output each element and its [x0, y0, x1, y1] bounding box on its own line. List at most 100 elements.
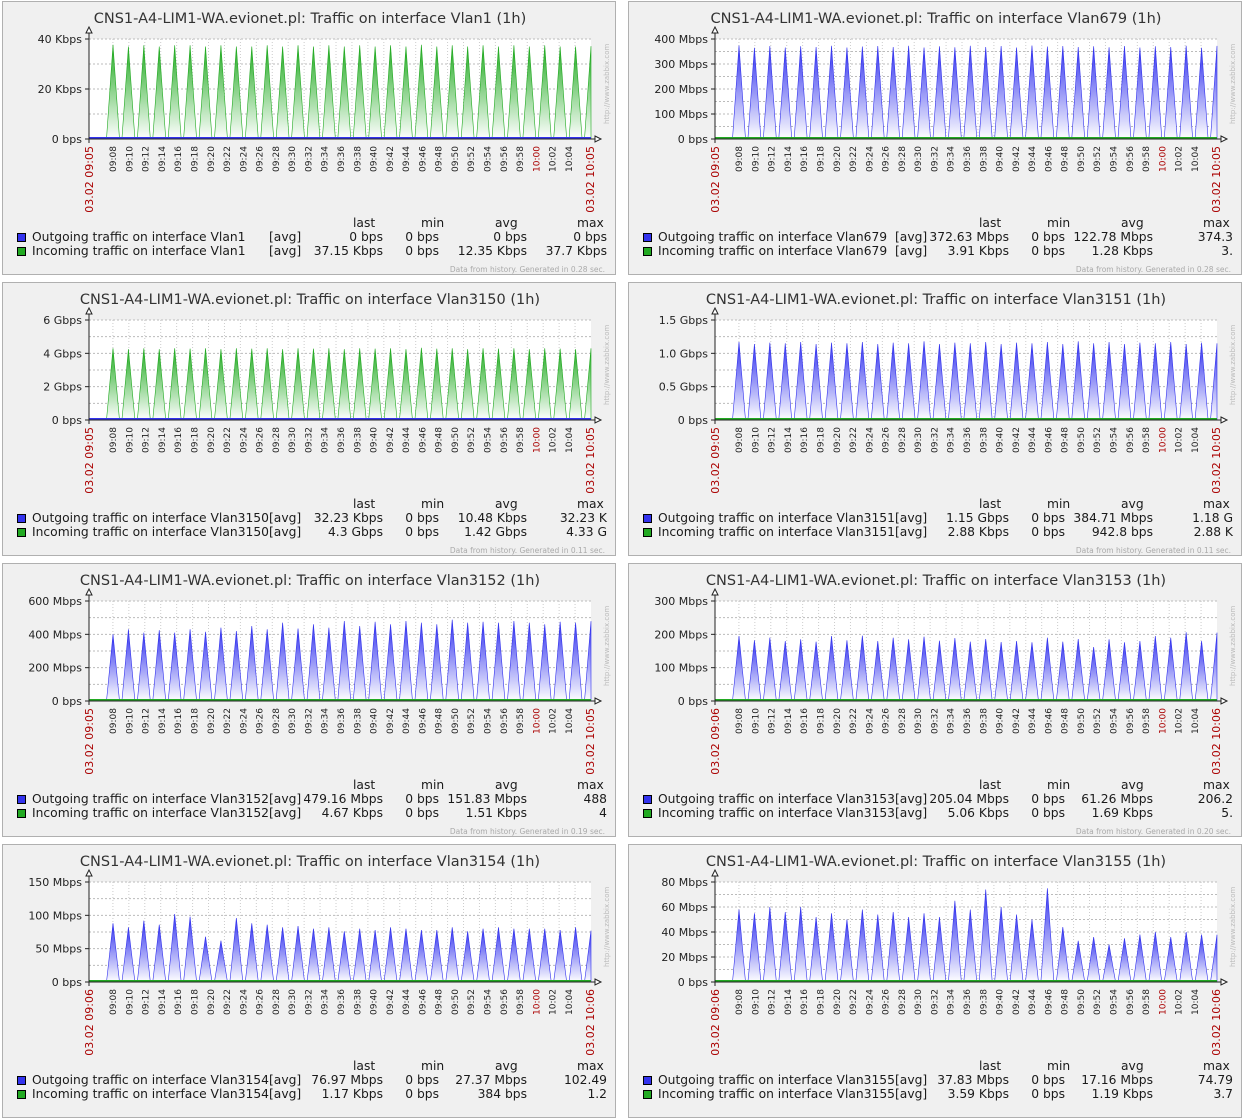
- x-tick-label: 09:10: [125, 146, 135, 172]
- y-axis-arrow: [85, 587, 93, 596]
- legend-value-max: 37.7 Kbps: [545, 244, 607, 258]
- x-tick-label: 09:38: [353, 427, 363, 453]
- x-tick-label: 09:44: [1028, 427, 1038, 453]
- x-tick-label: 09:26: [256, 146, 266, 172]
- legend-item: Incoming traffic on interface Vlan3150 [a…: [3, 525, 615, 539]
- x-tick-label: 10:00: [532, 708, 542, 734]
- x-tick-label: 09:56: [500, 708, 510, 734]
- x-tick-label: 10:02: [1175, 708, 1185, 734]
- x-tick-label: 09:28: [272, 427, 282, 453]
- legend-func: [avg]: [269, 511, 302, 525]
- legend-label: Incoming traffic on interface Vlan3154: [32, 1087, 270, 1101]
- traffic-chart: 0 bps 0.5 Gbps 1.0 Gbps 1.5 Gbps 03.02 09:05…: [659, 306, 1229, 494]
- watermark: http://www.zabbix.com: [603, 605, 611, 686]
- legend-col-avg: avg: [495, 216, 518, 230]
- y-tick-label: 40 Kbps: [38, 33, 83, 46]
- x-tick-label: 09:18: [817, 989, 827, 1015]
- legend-item: Outgoing traffic on interface Vlan3150 [a…: [3, 511, 615, 525]
- x-tick-label: 09:10: [751, 708, 761, 734]
- x-tick-label: 09:50: [1077, 708, 1087, 734]
- generated-footer: Data from history. Generated in 0.19 sec…: [449, 827, 605, 836]
- x-tick-label: 09:42: [1012, 427, 1022, 453]
- legend-col-max: max: [577, 1059, 604, 1073]
- x-axis-arrow: [594, 978, 603, 986]
- x-tick-label: 03.02 10:05: [1210, 427, 1223, 494]
- x-tick-label: 09:38: [979, 708, 989, 734]
- legend-label: Incoming traffic on interface Vlan3150: [32, 525, 270, 539]
- y-tick-label: 20 Kbps: [38, 83, 83, 96]
- legend-item: Incoming traffic on interface Vlan1 [avg]…: [3, 244, 615, 258]
- x-tick-label: 09:58: [1142, 427, 1152, 453]
- x-tick-label: 09:46: [1044, 427, 1054, 453]
- y-tick-label: 200 Mbps: [654, 628, 708, 641]
- chart-title: CNS1-A4-LIM1-WA.evionet.pl: Traffic on i…: [93, 11, 527, 27]
- x-tick-label: 09:16: [800, 427, 810, 453]
- x-tick-label: 09:54: [1109, 989, 1119, 1015]
- x-tick-label: 09:46: [418, 708, 428, 734]
- x-tick-label: 09:36: [963, 989, 973, 1015]
- x-tick-label: 09:12: [768, 427, 778, 453]
- legend-swatch: [17, 247, 26, 256]
- x-tick-label: 10:00: [532, 989, 542, 1015]
- x-tick-label: 09:30: [914, 989, 924, 1015]
- x-tick-label: 09:48: [1061, 989, 1071, 1015]
- x-tick-label: 10:00: [1158, 146, 1168, 172]
- x-tick-label: 09:32: [304, 708, 314, 734]
- x-tick-label: 09:12: [768, 708, 778, 734]
- legend-swatch: [643, 247, 652, 256]
- x-tick-label: 09:56: [1126, 146, 1136, 172]
- watermark: http://www.zabbix.com: [603, 886, 611, 967]
- y-tick-label: 40 Mbps: [661, 926, 708, 939]
- x-tick-label: 09:12: [768, 146, 778, 172]
- x-tick-label: 09:28: [272, 708, 282, 734]
- legend-item: Outgoing traffic on interface Vlan1 [avg]…: [3, 230, 615, 244]
- y-tick-label: 80 Mbps: [661, 876, 708, 889]
- legend-func: [avg]: [269, 525, 302, 539]
- x-tick-label: 10:02: [549, 708, 559, 734]
- x-tick-label: 09:22: [223, 708, 233, 734]
- legend-value-max: 74.79: [1197, 1073, 1233, 1087]
- generated-footer: Data from history. Generated in 0.11 sec…: [449, 546, 605, 555]
- legend-swatch: [643, 528, 652, 537]
- x-tick-label: 09:32: [304, 427, 314, 453]
- legend-swatch: [17, 795, 26, 804]
- x-tick-label: 09:36: [337, 146, 347, 172]
- x-tick-label: 10:02: [1175, 989, 1185, 1015]
- x-tick-label: 09:24: [239, 427, 249, 453]
- x-tick-label: 09:16: [800, 989, 810, 1015]
- x-tick-label: 03.02 10:05: [584, 146, 597, 213]
- x-tick-label: 10:02: [1175, 146, 1185, 172]
- x-tick-label: 09:52: [1093, 708, 1103, 734]
- x-tick-label: 09:22: [849, 989, 859, 1015]
- chart-title: CNS1-A4-LIM1-WA.evionet.pl: Traffic on i…: [705, 292, 1167, 308]
- x-tick-label: 09:30: [914, 427, 924, 453]
- legend-item: Incoming traffic on interface Vlan3154 [a…: [3, 1087, 615, 1101]
- traffic-chart: 0 bps 50 Mbps 100 Mbps 150 Mbps 03.02 09:06 0…: [28, 868, 603, 1056]
- x-tick-label: 09:58: [516, 708, 526, 734]
- legend-header: last min avg max: [629, 1059, 1241, 1073]
- x-tick-label: 09:14: [784, 708, 794, 734]
- graph-panel: 0 bps 20 Mbps 40 Mbps 60 Mbps 80 Mbps 03.02 0…: [628, 844, 1242, 1118]
- x-tick-label: 09:10: [125, 427, 135, 453]
- x-tick-label: 09:14: [784, 427, 794, 453]
- legend-value-min: 0 bps: [405, 806, 439, 820]
- x-tick-label: 09:42: [1012, 708, 1022, 734]
- x-tick-label: 09:16: [174, 427, 184, 453]
- legend-swatch: [17, 514, 26, 523]
- legend-col-avg: avg: [495, 778, 518, 792]
- legend-value-max: 3.7: [1213, 1087, 1233, 1101]
- x-tick-label: 09:54: [1109, 427, 1119, 453]
- graph-panel: 0 bps 100 Mbps 200 Mbps 300 Mbps 400 Mbps 03.…: [628, 1, 1242, 275]
- x-tick-label: 09:42: [386, 989, 396, 1015]
- legend-value-min: 0 bps: [405, 1073, 439, 1087]
- watermark: http://www.zabbix.com: [603, 43, 611, 124]
- x-tick-label: 09:34: [947, 427, 957, 453]
- x-tick-label: 03.02 10:05: [1210, 146, 1223, 213]
- legend-col-avg: avg: [495, 1059, 518, 1073]
- x-tick-label: 09:44: [1028, 708, 1038, 734]
- y-axis-arrow: [711, 25, 719, 34]
- y-tick-label: 2 Gbps: [43, 381, 82, 394]
- x-tick-label: 10:04: [565, 146, 575, 172]
- x-tick-label: 09:56: [1126, 989, 1136, 1015]
- x-tick-label: 09:40: [370, 708, 380, 734]
